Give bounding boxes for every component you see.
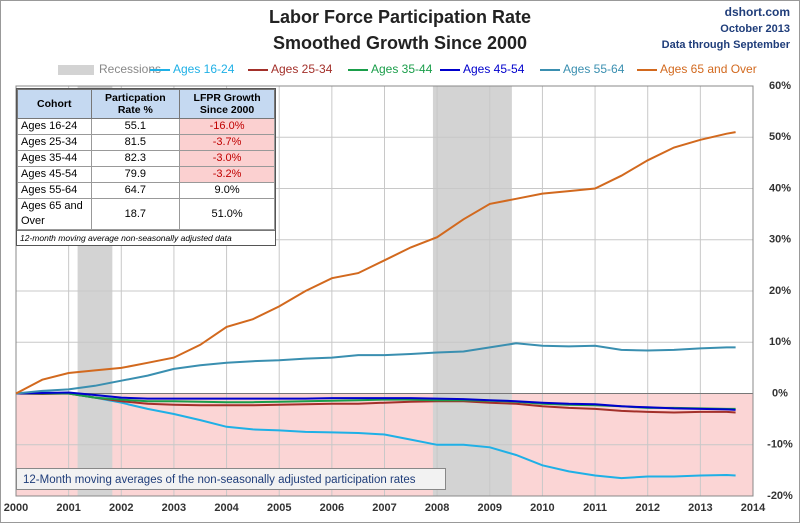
table-cell: 55.1	[90, 118, 181, 135]
x-tick-label: 2012	[635, 502, 659, 514]
plot-border	[15, 85, 754, 497]
y-tick-label: -10%	[767, 439, 793, 451]
table-row: Ages 55-64 64.7 9.0%	[17, 182, 275, 199]
series-line	[15, 342, 736, 395]
table-cell: Ages 25-34	[17, 134, 92, 151]
x-tick-label: 2002	[109, 502, 133, 514]
source-line: October 2013	[720, 23, 790, 35]
x-tick-label: 2008	[425, 502, 449, 514]
table-cell: 9.0%	[179, 182, 275, 199]
table: Cohort Particpation Rate % LFPR Growth Sin…	[17, 89, 275, 230]
x-tick-label: 2005	[267, 502, 291, 514]
table-row: Ages 35-44 82.3 -3.0%	[17, 150, 275, 167]
table-cell: -3.7%	[179, 134, 275, 151]
y-tick-label: 0%	[772, 387, 788, 399]
table-cell: 79.9	[90, 166, 181, 183]
x-tick-label: 2009	[478, 502, 502, 514]
table-cell: -3.0%	[179, 150, 275, 167]
legend-label: Ages 25-34	[271, 62, 333, 76]
x-tick-label: 2014	[741, 502, 766, 514]
series-line	[15, 391, 736, 480]
x-tick-label: 2011	[583, 502, 607, 514]
table-cell: -3.2%	[179, 166, 275, 183]
table-cell: Ages 35-44	[17, 150, 92, 167]
table-cell: Ages 45-54	[17, 166, 92, 183]
series-line	[15, 392, 736, 414]
table-footnote: 12-month moving average non-seasonally a…	[17, 230, 275, 245]
y-tick-label: 50%	[769, 131, 791, 143]
y-tick-label: 40%	[769, 182, 791, 194]
x-tick-label: 2010	[530, 502, 554, 514]
x-tick-label: 2001	[56, 502, 80, 514]
table-cell: -16.0%	[179, 118, 275, 135]
legend-label: Ages 55-64	[563, 62, 625, 76]
x-tick-label: 2003	[162, 502, 186, 514]
table-header-row: Cohort Particpation Rate % LFPR Growth Sin…	[17, 89, 275, 119]
x-tick-label: 2004	[214, 502, 239, 514]
x-tick-label: 2006	[320, 502, 344, 514]
table-cell: 81.5	[90, 134, 181, 151]
series-line	[15, 391, 736, 411]
table-cell: 51.0%	[179, 198, 275, 230]
legend-label: Ages 16-24	[173, 62, 235, 76]
chart-title: Labor Force Participation Rate	[269, 7, 531, 27]
chart-subtitle: Smoothed Growth Since 2000	[273, 33, 527, 53]
y-tick-label: 10%	[769, 336, 791, 348]
legend-label: Recessions	[99, 62, 161, 76]
table-header-cell: Cohort	[17, 89, 92, 119]
x-tick-label: 2000	[4, 502, 28, 514]
table-header-cell: LFPR Growth Since 2000	[179, 89, 275, 119]
table-cell: Ages 16-24	[17, 118, 92, 135]
x-tick-label: 2013	[688, 502, 712, 514]
source-line: Data through September	[662, 39, 791, 51]
table-cell: Ages 65 and Over	[17, 198, 92, 230]
source-line: dshort.com	[725, 5, 790, 19]
x-tick-label: 2007	[372, 502, 396, 514]
y-tick-label: -20%	[767, 490, 793, 502]
annotation: 12-Month moving averages of the non-seas…	[16, 468, 446, 490]
table-row: Ages 16-24 55.1 -16.0%	[17, 118, 275, 135]
legend-label: Ages 45-54	[463, 62, 525, 76]
table-cell: 18.7	[90, 198, 181, 230]
series-line	[15, 131, 736, 395]
legend-label: Ages 35-44	[371, 62, 433, 76]
legend-swatch	[58, 65, 94, 75]
y-tick-label: 20%	[769, 285, 791, 297]
table-cell: Ages 55-64	[17, 182, 92, 199]
table-header-cell: Particpation Rate %	[90, 89, 181, 119]
table-cell: 64.7	[90, 182, 181, 199]
table-row: Ages 25-34 81.5 -3.7%	[17, 134, 275, 151]
y-tick-label: 30%	[769, 234, 791, 246]
legend-label: Ages 65 and Over	[660, 62, 757, 76]
table-row: Ages 45-54 79.9 -3.2%	[17, 166, 275, 183]
y-tick-label: 60%	[769, 80, 791, 92]
summary-table: Cohort Particpation Rate % LFPR Growth Sin…	[16, 88, 276, 246]
table-row: Ages 65 and Over 18.7 51.0%	[17, 198, 275, 230]
table-cell: 82.3	[90, 150, 181, 167]
